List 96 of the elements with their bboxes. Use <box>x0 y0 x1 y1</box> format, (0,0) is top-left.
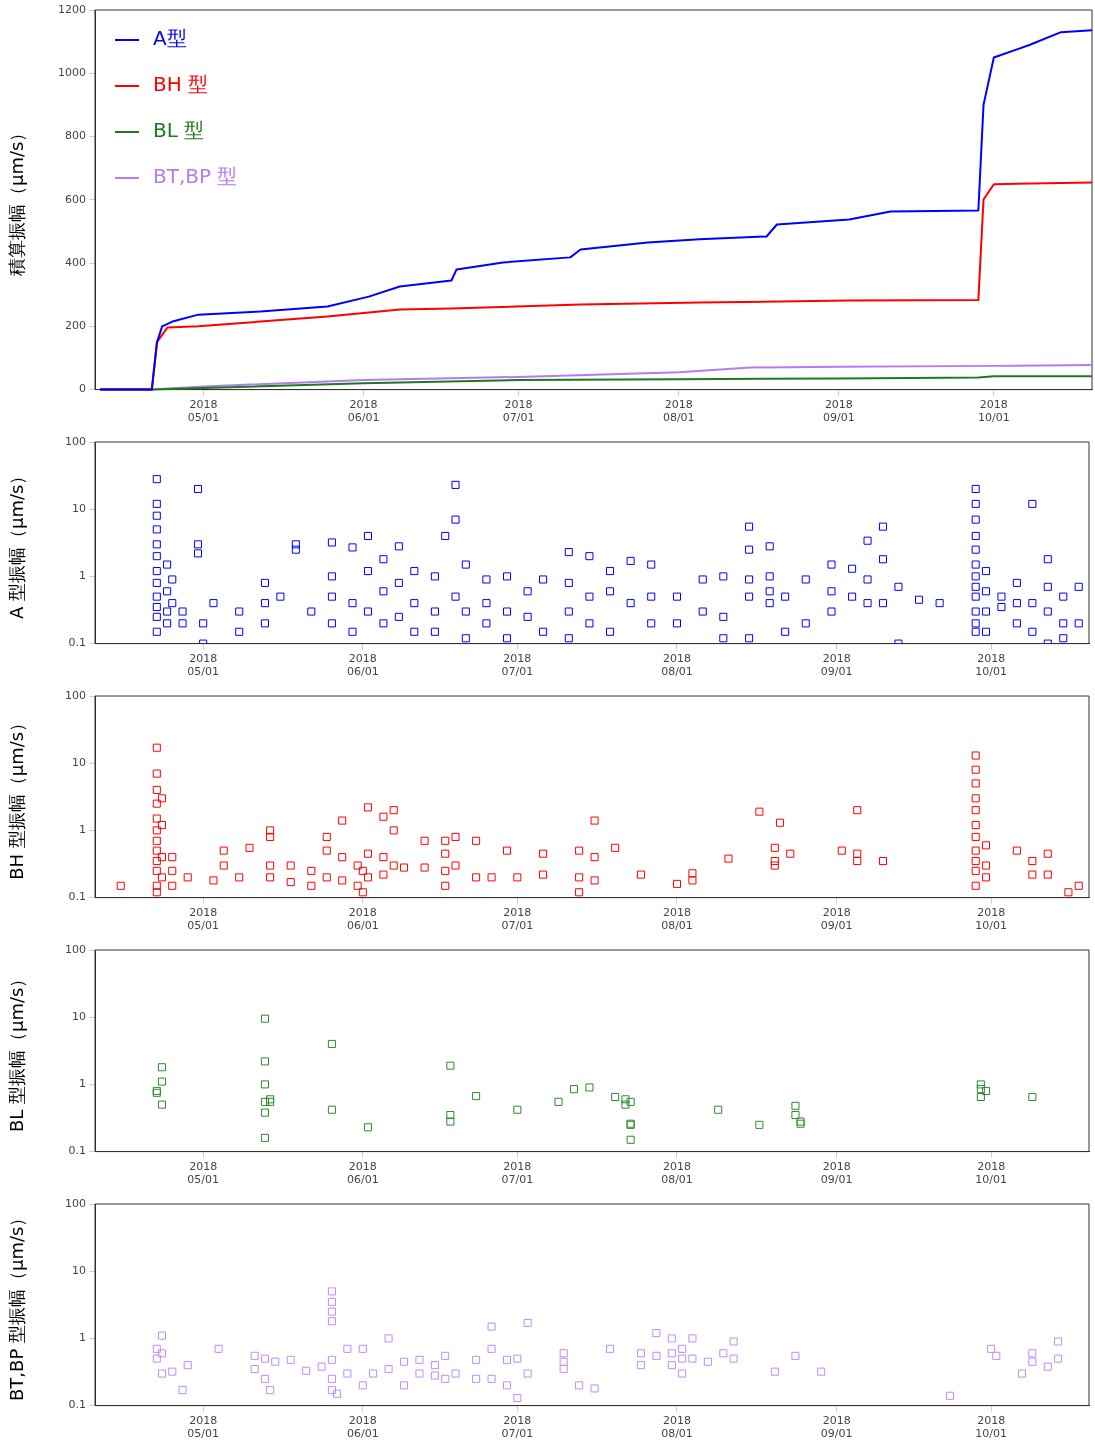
y-tick-label: 0.1 <box>68 1144 86 1158</box>
y-tick-label: 10 <box>72 502 86 516</box>
point <box>976 1085 985 1094</box>
x-tick-label: 2018 10/01 <box>975 906 1007 933</box>
x-tick-label: 2018 06/01 <box>346 652 379 679</box>
x-tick-label: 2018 10/01 <box>975 1414 1007 1441</box>
x-tick-label: 2018 05/01 <box>187 1414 220 1441</box>
point <box>446 1061 455 1070</box>
point <box>327 1105 336 1114</box>
y-tick-label: 800 <box>65 129 86 143</box>
x-tick-label: 2018 06/01 <box>346 1414 379 1441</box>
y-tick-label: 1 <box>79 1331 86 1345</box>
y-tick-label: 600 <box>65 192 86 206</box>
y-tick-label: 0.1 <box>68 636 86 650</box>
point <box>626 1135 635 1144</box>
x-tick-label: 2018 10/01 <box>978 398 1010 425</box>
point <box>157 1100 166 1109</box>
point <box>157 1077 166 1086</box>
x-tick-label: 2018 09/01 <box>820 652 853 679</box>
point <box>260 1133 269 1142</box>
point <box>569 1085 579 1094</box>
point <box>446 1117 455 1126</box>
y-tick-label: 1000 <box>58 66 86 80</box>
x-tick-label: 2018 09/01 <box>820 1414 853 1441</box>
y-axis-title: BT,BP 型振幅（μm/s） <box>6 1208 28 1402</box>
y-tick-label: 200 <box>65 319 86 333</box>
y-tick-label: 100 <box>65 1196 86 1210</box>
x-tick-label: 2018 09/01 <box>823 398 855 425</box>
x-tick-label: 2018 05/01 <box>187 398 220 425</box>
point <box>446 1111 455 1120</box>
y-tick-label: 1200 <box>58 2 86 16</box>
y-tick-label: 0 <box>79 382 86 396</box>
y-tick-label: 400 <box>65 255 86 269</box>
point <box>611 1092 620 1102</box>
point <box>260 1108 269 1117</box>
y-tick-label: 0.1 <box>68 890 86 904</box>
x-tick-label: 2018 05/01 <box>187 906 220 933</box>
x-tick-label: 2018 07/01 <box>501 1414 534 1441</box>
point <box>327 1039 336 1048</box>
point <box>714 1105 723 1114</box>
y-tick-label: 0.1 <box>68 1398 86 1412</box>
x-tick-label: 2018 08/01 <box>662 398 695 425</box>
y-axis-title: 積算振幅（μm/s） <box>6 123 28 277</box>
point <box>260 1014 269 1023</box>
point <box>976 1092 985 1102</box>
x-tick-label: 2018 05/01 <box>187 1160 220 1187</box>
legend-label: BH 型 <box>153 72 209 97</box>
x-tick-label: 2018 07/01 <box>502 398 535 425</box>
y-tick-label: 1 <box>79 1077 86 1091</box>
x-tick-label: 2018 08/01 <box>661 652 693 679</box>
point <box>621 1100 630 1109</box>
x-tick-label: 2018 10/01 <box>975 1160 1007 1187</box>
point <box>791 1111 800 1120</box>
y-axis-title: BH 型振幅（μm/s） <box>6 713 28 880</box>
legend-label: A型 <box>153 26 187 51</box>
point <box>791 1101 800 1110</box>
y-tick-label: 100 <box>65 434 86 448</box>
y-tick-label: 10 <box>72 1264 86 1278</box>
point <box>976 1080 985 1089</box>
x-tick-label: 2018 06/01 <box>347 398 380 425</box>
point <box>513 1105 522 1114</box>
y-tick-label: 1 <box>79 823 86 837</box>
point <box>363 1123 372 1132</box>
x-tick-label: 2018 07/01 <box>501 1160 534 1187</box>
y-tick-label: 100 <box>65 688 86 702</box>
point <box>260 1080 269 1089</box>
y-tick-label: 10 <box>72 1010 86 1024</box>
point <box>621 1095 630 1104</box>
point <box>981 1086 991 1095</box>
point <box>260 1057 269 1066</box>
x-tick-label: 2018 09/01 <box>820 906 853 933</box>
x-tick-label: 2018 05/01 <box>187 652 220 679</box>
x-tick-label: 2018 06/01 <box>346 906 379 933</box>
point <box>755 1120 764 1129</box>
x-tick-label: 2018 08/01 <box>661 1414 693 1441</box>
x-tick-label: 2018 09/01 <box>820 1160 853 1187</box>
x-tick-label: 2018 08/01 <box>661 1160 693 1187</box>
point <box>1028 1092 1037 1102</box>
x-tick-label: 2018 07/01 <box>501 652 534 679</box>
legend-label: BT,BP 型 <box>153 164 238 189</box>
point <box>472 1092 481 1101</box>
y-tick-label: 1 <box>79 569 86 583</box>
x-tick-label: 2018 07/01 <box>501 906 534 933</box>
point <box>554 1097 563 1106</box>
point <box>260 1097 269 1106</box>
y-tick-label: 100 <box>65 942 86 956</box>
legend-label: BL 型 <box>153 118 205 143</box>
point <box>157 1063 166 1072</box>
x-tick-label: 2018 06/01 <box>346 1160 379 1187</box>
x-tick-label: 2018 08/01 <box>661 906 693 933</box>
y-axis-title: BL 型振幅（μm/s） <box>6 969 28 1133</box>
point <box>585 1083 594 1092</box>
y-tick-label: 10 <box>72 756 86 770</box>
y-axis-title: A 型振幅（μm/s） <box>6 466 28 620</box>
x-tick-label: 2018 10/01 <box>975 652 1007 679</box>
point <box>626 1097 635 1106</box>
